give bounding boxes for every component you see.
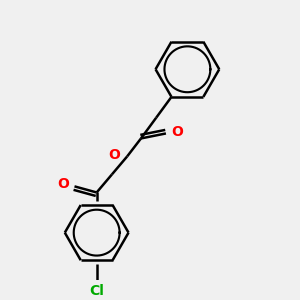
Text: O: O (108, 148, 120, 162)
Text: O: O (171, 125, 183, 139)
Text: Cl: Cl (89, 284, 104, 298)
Text: O: O (57, 177, 69, 190)
